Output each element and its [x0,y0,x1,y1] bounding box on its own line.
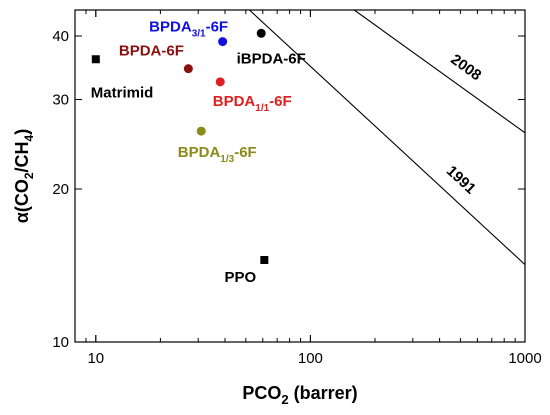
upper-bound-lines [249,10,525,266]
point-label-BPDA-6F: BPDA-6F [119,43,184,60]
axis-ticks: 10 100 1000 10 20 30 40 [52,10,542,367]
x-axis-title: PCO2 (barrer) [242,383,357,407]
point-label-PPO: PPO [224,269,256,286]
point-label-BPDA3/1-6F: BPDA3/1-6F [149,19,228,40]
point-labels: 19912008MatrimidPPOBPDA3/1-6FiBPDA-6FBPD… [91,19,485,286]
point-BPDA1/3-6F [196,126,206,136]
point-iBPDA-6F [256,28,266,38]
point-label-iBPDA-6F: iBPDA-6F [237,50,306,67]
y-tick-label: 20 [52,181,69,198]
point-BPDA1/1-6F [215,77,225,87]
point-label-Matrimid: Matrimid [91,84,154,101]
y-tick-label: 10 [52,334,69,351]
point-label-BPDA1/1-6F: BPDA1/1-6F [213,93,292,114]
y-axis-title: α(CO2/CH4) [12,129,36,223]
x-tick-label: 100 [298,350,323,367]
point-BPDA-6F [183,64,193,74]
plot-area [74,9,526,343]
upper-bound-2008 [353,10,525,134]
point-PPO [260,255,269,264]
point-label-BPDA1/3-6F: BPDA1/3-6F [178,144,257,165]
point-Matrimid [91,55,100,64]
data-points [91,28,269,264]
x-tick-label: 10 [87,350,104,367]
y-tick-label: 40 [52,28,69,45]
upper-bound-1991 [249,10,525,266]
point-BPDA3/1-6F [218,37,228,47]
y-tick-label: 30 [52,91,69,108]
x-tick-label: 1000 [508,350,541,367]
